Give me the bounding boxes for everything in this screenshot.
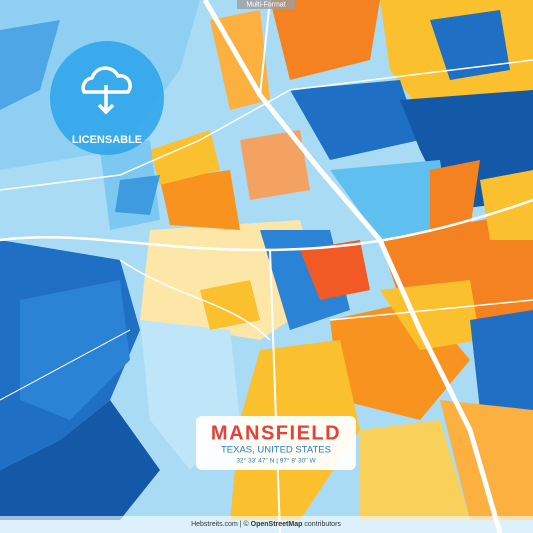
badge-bg (237, 0, 295, 9)
license-badge: LICENSABLE (50, 41, 164, 155)
badge: Multi-Format (246, 1, 285, 8)
title-box: MANSFIELD TEXAS, UNITED STATES 32° 33' 4… (196, 416, 356, 470)
subtitle: TEXAS, UNITED STATES (221, 445, 331, 456)
footer-separator: | (240, 521, 242, 528)
footer: Hebstreits.com | © OpenStreetMap contrib… (191, 520, 341, 528)
footer-site: Hebstreits.com (191, 521, 238, 528)
footer-suffix: contributors (304, 521, 341, 528)
footer-copyright: © (244, 520, 250, 528)
footer-source: OpenStreetMap (251, 521, 303, 528)
license-label: LICENSABLE (72, 134, 142, 146)
city-title: MANSFIELD (211, 422, 341, 444)
footer-bg (0, 516, 533, 533)
coordinates: 32° 33' 47'' N | 97° 8' 30'' W (236, 457, 316, 465)
